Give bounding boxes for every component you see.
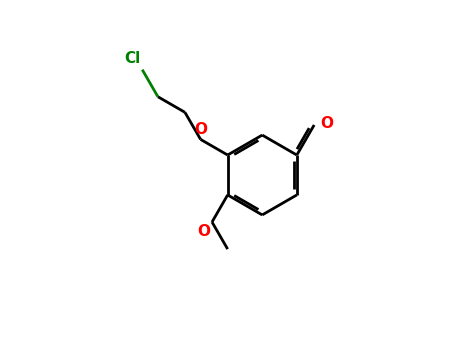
Text: Cl: Cl xyxy=(124,51,141,66)
Text: O: O xyxy=(320,116,334,131)
Text: O: O xyxy=(197,224,210,239)
Text: O: O xyxy=(194,122,207,136)
